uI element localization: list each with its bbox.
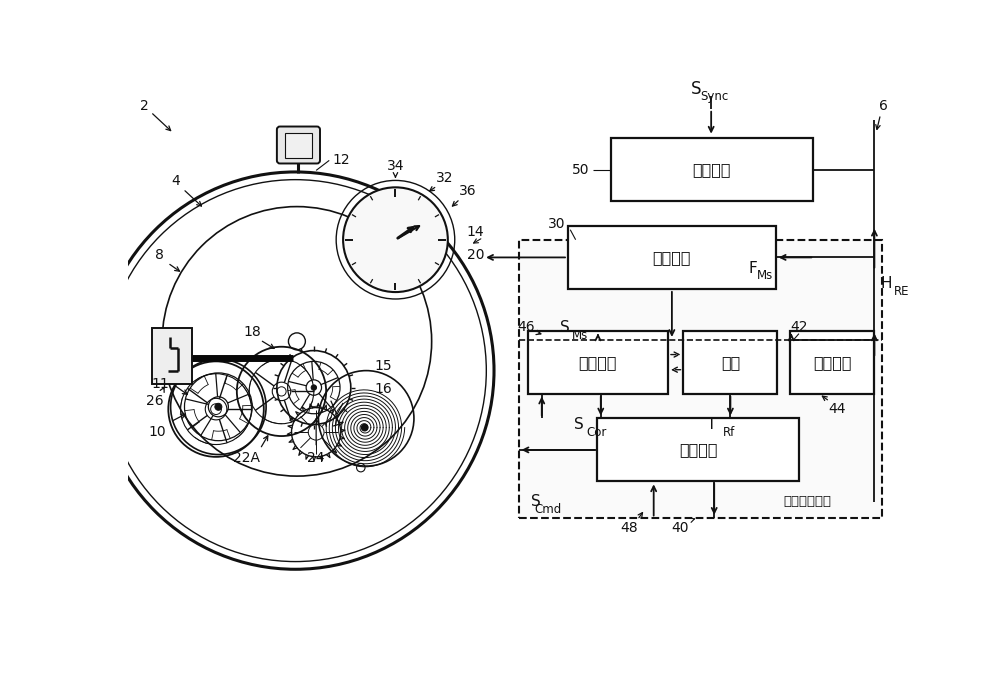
Text: 16: 16 <box>374 382 392 396</box>
Text: Rf: Rf <box>723 426 735 439</box>
Circle shape <box>311 385 317 391</box>
Text: 11: 11 <box>151 377 169 391</box>
FancyBboxPatch shape <box>277 126 320 163</box>
Text: 46: 46 <box>518 320 535 334</box>
Text: Cmd: Cmd <box>534 502 562 516</box>
Text: 控制单元: 控制单元 <box>679 443 717 457</box>
Text: 32: 32 <box>436 171 453 185</box>
FancyBboxPatch shape <box>597 418 799 482</box>
FancyBboxPatch shape <box>152 328 192 384</box>
Text: 36: 36 <box>459 184 477 198</box>
Text: 6: 6 <box>879 99 888 113</box>
FancyBboxPatch shape <box>519 240 882 518</box>
Text: 时钟电路: 时钟电路 <box>813 354 851 370</box>
Text: T: T <box>707 417 717 432</box>
Text: 30: 30 <box>548 218 566 231</box>
FancyBboxPatch shape <box>528 331 668 393</box>
Text: 8: 8 <box>155 248 164 262</box>
Text: 15: 15 <box>374 359 392 373</box>
Text: 10: 10 <box>148 425 166 439</box>
Text: 4: 4 <box>171 174 180 188</box>
FancyBboxPatch shape <box>790 331 874 393</box>
Text: RE: RE <box>894 285 909 297</box>
Text: 24: 24 <box>307 451 325 466</box>
Text: Ms: Ms <box>757 270 773 282</box>
Text: 42: 42 <box>790 320 808 334</box>
Text: 处理单元: 处理单元 <box>579 354 617 370</box>
Text: S: S <box>560 320 570 335</box>
Text: 电子校正电路: 电子校正电路 <box>784 495 832 508</box>
Text: 22A: 22A <box>233 451 260 466</box>
Text: 40: 40 <box>672 521 689 534</box>
FancyBboxPatch shape <box>611 138 813 202</box>
Text: 12: 12 <box>333 154 350 167</box>
Circle shape <box>362 425 368 431</box>
Circle shape <box>215 403 222 410</box>
FancyBboxPatch shape <box>683 331 777 393</box>
Text: 时基: 时基 <box>721 354 740 370</box>
Text: 18: 18 <box>243 325 261 339</box>
Text: 2: 2 <box>140 99 149 113</box>
Text: S: S <box>691 80 701 98</box>
FancyBboxPatch shape <box>568 226 776 289</box>
Text: 44: 44 <box>829 402 846 416</box>
Text: 20: 20 <box>467 248 484 262</box>
Text: S: S <box>574 417 584 432</box>
Text: Ms: Ms <box>572 329 588 342</box>
Text: 检测装置: 检测装置 <box>653 250 691 265</box>
Text: 26: 26 <box>146 394 163 409</box>
Text: F: F <box>748 261 757 276</box>
Text: 50: 50 <box>572 163 589 177</box>
Text: Cor: Cor <box>587 426 607 439</box>
Text: 48: 48 <box>621 521 638 534</box>
Text: 34: 34 <box>387 158 404 173</box>
FancyBboxPatch shape <box>285 133 312 158</box>
Text: H: H <box>881 276 892 291</box>
Text: Sync: Sync <box>700 90 728 103</box>
Text: 14: 14 <box>467 225 484 239</box>
Circle shape <box>343 188 448 292</box>
Text: 通信单元: 通信单元 <box>693 162 731 177</box>
Text: S: S <box>531 494 540 509</box>
